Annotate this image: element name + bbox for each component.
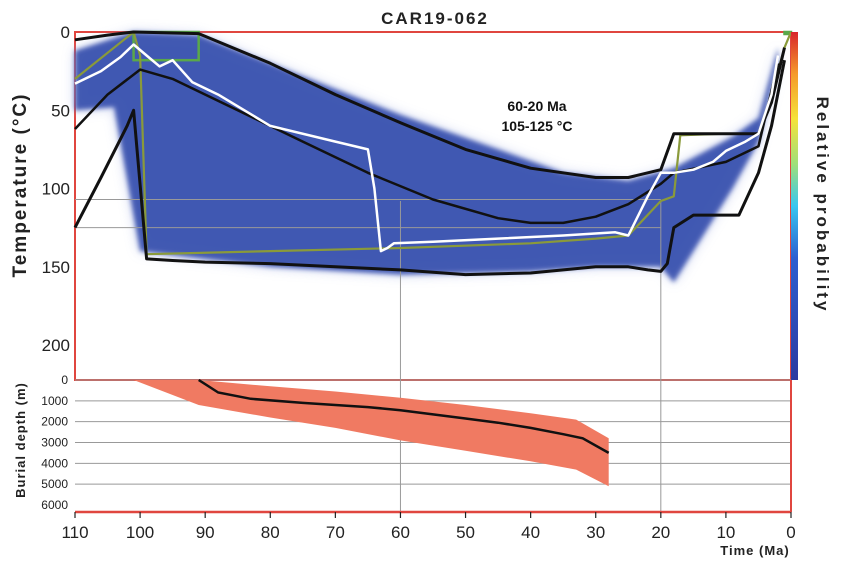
colorbar-label: Relative probability [813, 97, 832, 314]
good-fit-upper-envelope-line [74, 30, 786, 179]
thermal-series [73, 30, 793, 277]
y-tick-label-50: 50 [51, 101, 70, 120]
density-band [75, 32, 778, 283]
x-axis: 110 100 90 80 70 60 50 40 30 20 10 0 Time (Ma) [61, 510, 796, 558]
burial-tick-label-1000: 1000 [41, 394, 68, 408]
colorbar-gradient [791, 32, 798, 380]
x-tick-label-30: 30 [586, 523, 605, 542]
x-axis-label: Time (Ma) [720, 543, 789, 558]
y-tick-label-100: 100 [42, 180, 70, 199]
x-tick-label-10: 10 [716, 523, 735, 542]
x-tick-label-80: 80 [261, 523, 280, 542]
burial-tick-label-0: 0 [61, 373, 68, 387]
burial-tick-label-2000: 2000 [41, 415, 68, 429]
burial-tick-labels: 0 1000 2000 3000 4000 5000 6000 [41, 373, 68, 512]
burial-axis-label: Burial depth (m) [13, 382, 28, 498]
annotation-line-2: 105-125 °C [502, 118, 573, 134]
x-tick-label-40: 40 [521, 523, 540, 542]
x-tick-label-60: 60 [391, 523, 410, 542]
y-tick-label-150: 150 [42, 258, 70, 277]
best-fit-path-line [74, 43, 780, 253]
y-tick-label-200: 200 [42, 336, 70, 355]
burial-tick-label-5000: 5000 [41, 477, 68, 491]
x-tick-labels: 110 100 90 80 70 60 50 40 30 20 10 0 [61, 512, 796, 542]
density-core [75, 32, 778, 283]
x-tick-label-20: 20 [651, 523, 670, 542]
x-tick-label-100: 100 [126, 523, 154, 542]
x-tick-label-110: 110 [61, 523, 88, 542]
x-tick-label-0: 0 [786, 523, 795, 542]
good-fit-lower-envelope-line [73, 59, 786, 277]
reference-lines [75, 198, 662, 512]
burial-panel: 0 1000 2000 3000 4000 5000 6000 Burial depth (… [13, 373, 792, 512]
annotation-line-1: 60-20 Ma [507, 98, 566, 114]
y-tick-labels: 0 50 100 150 200 [42, 23, 70, 355]
y-tick-label-0: 0 [61, 23, 70, 42]
colorbar: Relative probability [791, 32, 832, 380]
y-axis-label: Temperature (°C) [10, 93, 31, 278]
chart-title: CAR19-062 [381, 9, 489, 28]
burial-tick-label-4000: 4000 [41, 456, 68, 470]
burial-tick-label-3000: 3000 [41, 436, 68, 450]
x-tick-label-50: 50 [456, 523, 475, 542]
burial-envelope [133, 380, 609, 487]
x-tick-label-90: 90 [196, 523, 215, 542]
x-tick-label-70: 70 [326, 523, 345, 542]
thermal-panel: 0 50 100 150 200 Temperature (°C) 60-20 Ma 1… [10, 23, 793, 512]
burial-path-line [198, 378, 610, 454]
burial-tick-label-6000: 6000 [41, 498, 68, 512]
